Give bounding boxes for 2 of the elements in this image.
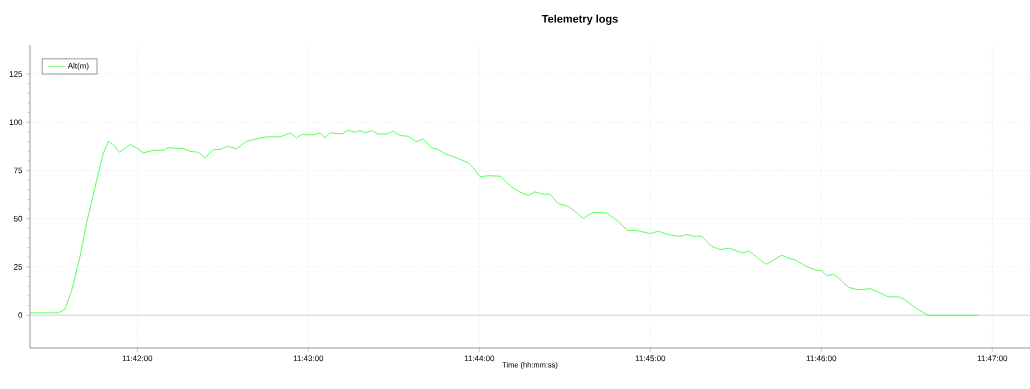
chart-title: Telemetry logs — [541, 14, 618, 25]
line-series — [30, 129, 979, 316]
